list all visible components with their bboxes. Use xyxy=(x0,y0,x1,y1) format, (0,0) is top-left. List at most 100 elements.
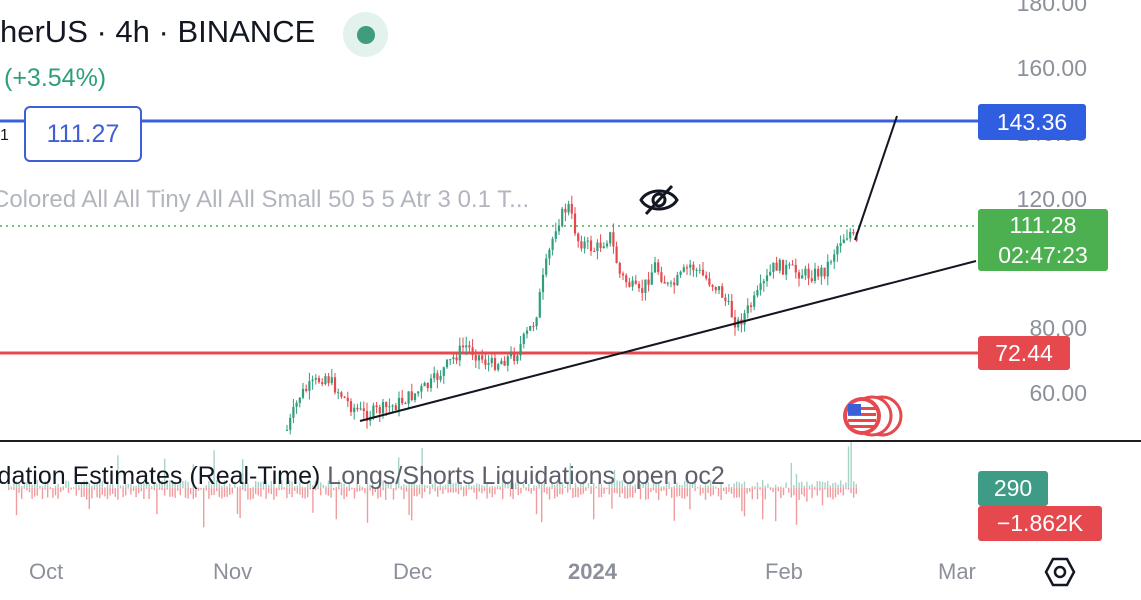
resistance-price-tag[interactable]: 143.36 xyxy=(978,104,1086,140)
liquidation-bar-short xyxy=(249,488,252,500)
liquidation-bar-long xyxy=(429,485,431,488)
liquidation-bar-long xyxy=(585,486,587,488)
drawing-price-label[interactable]: 111.27 xyxy=(24,106,142,162)
liquidation-bar-short xyxy=(827,488,829,498)
liquidation-bar-short xyxy=(431,488,434,489)
liquidation-bar-long xyxy=(54,485,57,488)
liquidation-bar-long xyxy=(847,446,850,488)
candle-body xyxy=(458,345,461,361)
candle-body xyxy=(535,317,538,327)
liquidation-bar-long xyxy=(437,486,439,488)
candle-body xyxy=(298,397,301,403)
liquidation-bar-long xyxy=(184,480,187,488)
eye-slash-icon[interactable] xyxy=(638,182,680,218)
candle-body xyxy=(548,249,551,259)
liquidation-bar-short xyxy=(665,488,668,496)
liquidation-bar-long xyxy=(208,481,210,488)
liquidation-bar-short xyxy=(546,488,548,495)
candle-body xyxy=(407,391,410,404)
liquidation-bar-long xyxy=(70,487,72,488)
liquidation-bar-short xyxy=(385,488,387,500)
liquidation-bar-short xyxy=(647,488,649,499)
candle-body xyxy=(340,392,343,397)
liquidation-bar-long xyxy=(663,486,665,488)
liquidation-bar-short xyxy=(699,488,701,496)
liquidation-bar-short xyxy=(364,488,366,494)
liquidation-bar-long xyxy=(504,483,506,488)
liquidation-bar-short xyxy=(112,488,114,494)
liquidation-bar-short xyxy=(528,488,530,492)
us-flag-icon[interactable] xyxy=(838,392,904,440)
liquidation-bar-long xyxy=(785,482,787,488)
liquidation-bar-long xyxy=(559,481,561,488)
liquidation-bar-short xyxy=(28,488,31,493)
liquidation-bar-short xyxy=(203,488,205,528)
liquidation-bar-long xyxy=(767,483,769,488)
liquidation-bar-short xyxy=(499,488,501,490)
liquidation-bar-long xyxy=(613,470,616,488)
liquidation-bar-short xyxy=(379,488,382,498)
candle-body xyxy=(554,231,557,239)
liquidation-bar-short xyxy=(192,488,194,500)
liquidation-bar-long xyxy=(723,487,725,488)
liquidation-bar-long xyxy=(132,485,135,488)
support-price-tag[interactable]: 72.44 xyxy=(978,336,1070,370)
candle-body xyxy=(663,281,666,284)
candle-body xyxy=(583,241,586,249)
liquidation-bar-long xyxy=(707,485,709,488)
liquidation-bar-short xyxy=(517,488,519,496)
liquidation-bar-short xyxy=(556,488,558,497)
candle-body xyxy=(423,382,426,387)
market-status-indicator[interactable] xyxy=(343,12,388,57)
pane-divider[interactable] xyxy=(0,440,1141,442)
liquidation-bar-short xyxy=(408,488,410,515)
candle-body xyxy=(455,357,458,361)
trend-line[interactable] xyxy=(359,260,977,422)
liquidation-indicator-legend[interactable]: idation Estimates (Real-Time) Longs/Shor… xyxy=(0,462,725,491)
symbol-title[interactable]: herUS · 4h · BINANCE xyxy=(0,14,316,49)
liquidation-bar-long xyxy=(725,486,727,488)
liquidation-bar-long xyxy=(317,481,319,488)
indicator-legend[interactable]: Colored All All Tiny All All Small 50 5 … xyxy=(0,186,530,213)
liquidation-bar-short xyxy=(8,488,10,491)
candle-body xyxy=(525,330,529,334)
liquidation-bar-short xyxy=(330,488,332,498)
liquidation-bar-long xyxy=(803,485,805,488)
candle-body xyxy=(468,345,471,348)
liquidation-bar-long xyxy=(450,480,452,488)
candle-body xyxy=(570,203,573,214)
candle-body xyxy=(852,231,855,234)
liquidation-bar-long xyxy=(507,481,509,488)
liquidation-bar-long xyxy=(234,481,236,488)
liquidation-bar-long xyxy=(179,481,181,488)
time-axis-label: Nov xyxy=(213,559,253,584)
liquidation-bar-long xyxy=(226,486,228,488)
candle-body xyxy=(679,271,682,276)
liquidation-bar-short xyxy=(177,488,179,491)
settings-hex-icon[interactable] xyxy=(1043,555,1077,589)
liquidation-bar-long xyxy=(304,487,306,488)
candle-body xyxy=(439,375,442,380)
liquidation-bar-long xyxy=(780,486,782,488)
liquidation-bar-short xyxy=(171,488,174,497)
candle-body xyxy=(753,295,756,307)
liquidation-bar-short xyxy=(463,488,465,497)
liquidation-bar-long xyxy=(13,483,15,488)
liquidation-bar-short xyxy=(242,488,244,490)
liquidation-bar-short xyxy=(158,488,161,490)
liquidation-bar-short xyxy=(600,488,603,498)
liquidation-bar-long xyxy=(265,480,267,488)
liquidation-bar-long xyxy=(494,486,496,488)
liquidation-bar-long xyxy=(41,486,44,488)
liquidation-bar-short xyxy=(361,488,363,491)
candle-body xyxy=(836,246,839,255)
liquidation-bar-long xyxy=(561,482,564,488)
liquidation-bar-long xyxy=(499,486,501,488)
liquidation-bar-long xyxy=(213,450,215,488)
projection-line[interactable] xyxy=(854,115,898,241)
last-price-tag[interactable]: 111.28 02:47:23 xyxy=(978,209,1108,271)
liquidation-bar-short xyxy=(231,488,233,494)
liquidation-bar-long xyxy=(169,480,171,488)
liquidation-bar-short xyxy=(338,488,340,490)
